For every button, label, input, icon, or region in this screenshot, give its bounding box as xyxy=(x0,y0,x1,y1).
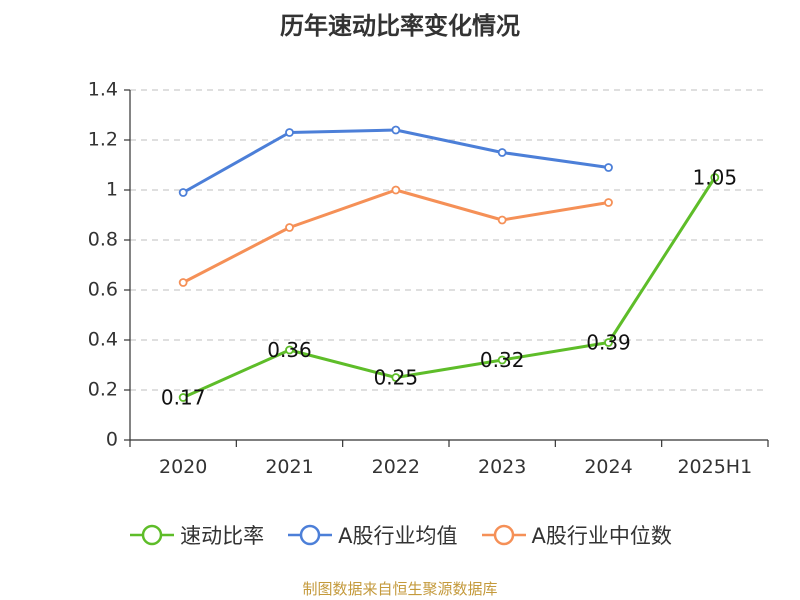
data-point xyxy=(285,128,294,137)
x-tick-label: 2024 xyxy=(584,456,632,478)
series-line xyxy=(182,128,609,194)
data-point xyxy=(178,188,188,197)
data-point xyxy=(604,338,613,347)
data-point xyxy=(391,373,401,382)
data-point xyxy=(604,163,613,172)
data-point xyxy=(710,173,720,182)
data-label: 0.32 xyxy=(480,348,525,372)
data-label: 0.25 xyxy=(374,366,419,390)
legend-label: A股行业均值 xyxy=(338,524,458,548)
data-point xyxy=(604,198,613,207)
legend-industry-mean-swatch xyxy=(288,524,333,546)
legend-industry-median-swatch xyxy=(481,524,526,546)
data-point xyxy=(497,148,507,157)
data-point xyxy=(497,215,507,225)
data-point xyxy=(497,355,507,365)
legend-label: A股行业中位数 xyxy=(531,524,672,548)
data-point xyxy=(178,393,188,402)
data-point xyxy=(178,278,188,287)
legend-item-industry-median[interactable]: A股行业中位数 xyxy=(480,520,672,550)
data-point xyxy=(285,345,294,355)
y-tick-label: 1.2 xyxy=(88,129,118,151)
y-tick-label: 1 xyxy=(106,179,118,201)
x-tick-label: 2022 xyxy=(372,456,420,478)
y-tick-label: 0.6 xyxy=(88,279,118,301)
x-tick-label: 2025H1 xyxy=(677,456,752,478)
y-tick-label: 0.2 xyxy=(88,379,118,401)
y-tick-label: 0.4 xyxy=(88,329,118,351)
data-label: 0.17 xyxy=(161,386,206,410)
x-tick-label: 2021 xyxy=(265,456,313,478)
x-tick-label: 2023 xyxy=(478,456,526,478)
data-point xyxy=(285,223,294,232)
y-tick-label: 1.4 xyxy=(88,79,118,101)
y-tick-label: 0 xyxy=(106,429,118,451)
data-point xyxy=(391,185,401,195)
data-point xyxy=(391,125,401,135)
legend-item-quick-ratio[interactable]: 速动比率 xyxy=(128,520,264,550)
y-tick-label: 0.8 xyxy=(88,229,118,251)
legend-quick-ratio-swatch xyxy=(130,524,175,546)
data-label: 1.05 xyxy=(693,166,738,190)
legend-label: 速动比率 xyxy=(180,524,265,548)
data-source-footer: 制图数据来自恒生聚源数据库 xyxy=(302,580,498,598)
series-line xyxy=(182,188,609,284)
data-label: 0.36 xyxy=(267,338,312,362)
data-label: 0.39 xyxy=(586,331,631,355)
series-line xyxy=(182,176,717,399)
legend-item-industry-mean[interactable]: A股行业均值 xyxy=(286,520,458,550)
legend: 速动比率 A股行业均值 A股行业中位数 xyxy=(0,520,800,550)
chart-title: 历年速动比率变化情况 xyxy=(280,12,520,40)
x-tick-label: 2020 xyxy=(159,456,207,478)
